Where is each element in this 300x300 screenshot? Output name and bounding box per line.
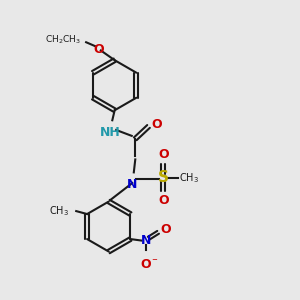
Text: N: N <box>127 178 137 191</box>
Text: ⁻: ⁻ <box>152 258 158 268</box>
Text: N: N <box>141 234 151 247</box>
Text: CH$_3$: CH$_3$ <box>179 171 200 184</box>
Text: NH: NH <box>100 126 121 139</box>
Text: O: O <box>152 118 162 130</box>
Text: O: O <box>158 148 169 161</box>
Text: S: S <box>158 170 169 185</box>
Text: O: O <box>93 43 104 56</box>
Text: CH$_3$: CH$_3$ <box>50 204 69 218</box>
Text: O: O <box>158 194 169 207</box>
Text: O: O <box>160 224 171 236</box>
Text: CH$_2$CH$_3$: CH$_2$CH$_3$ <box>45 33 81 46</box>
Text: O: O <box>140 258 151 271</box>
